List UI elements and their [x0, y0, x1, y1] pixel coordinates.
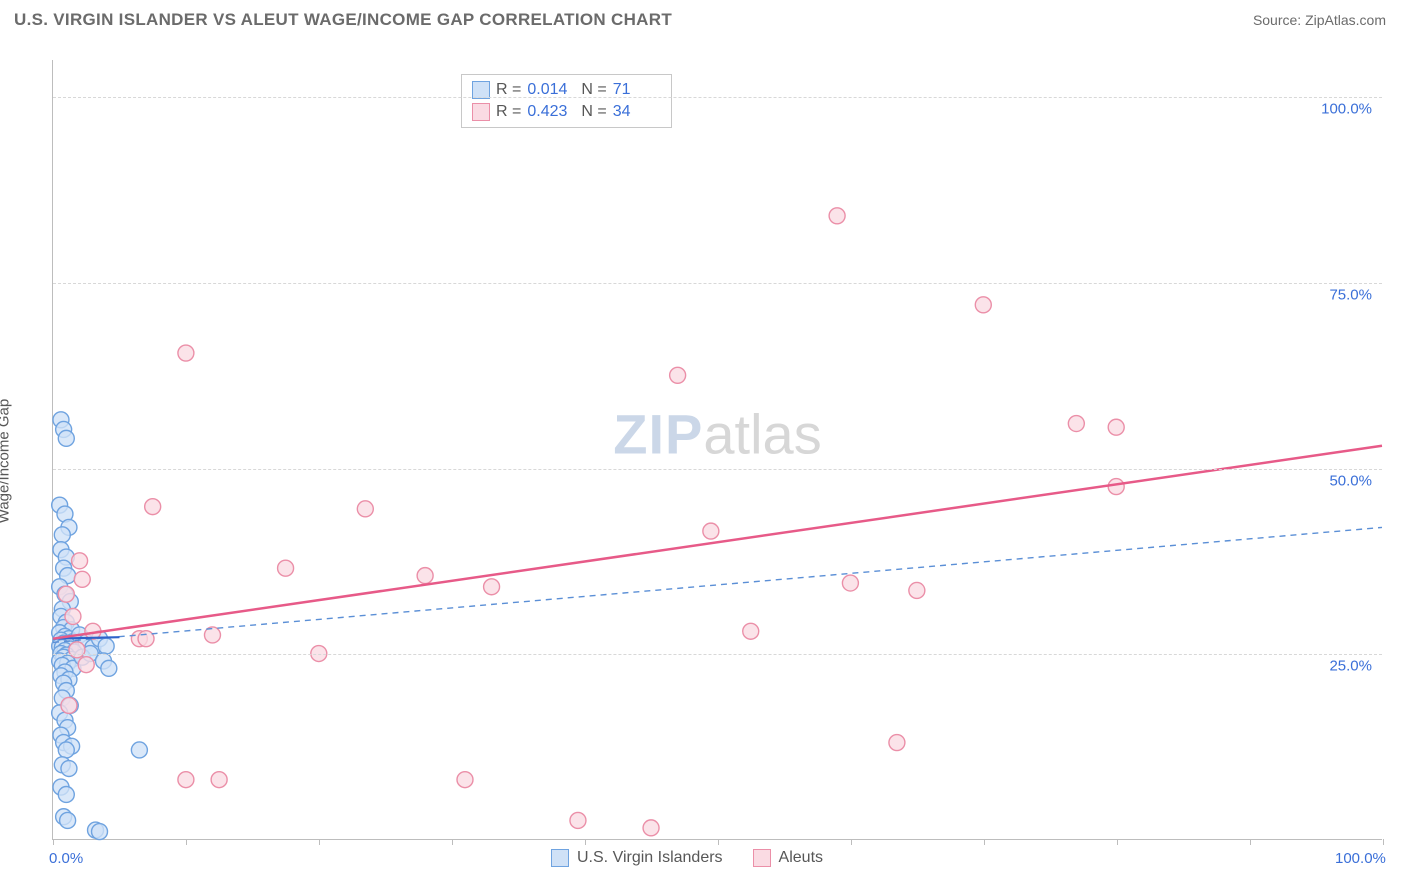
plot-area: ZIPatlas R = 0.014 N = 71 R = 0.423 N = …	[52, 60, 1382, 840]
data-point	[74, 571, 90, 587]
data-point	[703, 523, 719, 539]
xtick	[1250, 839, 1251, 845]
data-point	[1108, 479, 1124, 495]
xtick	[186, 839, 187, 845]
data-point	[61, 697, 77, 713]
data-point	[138, 631, 154, 647]
xtick-label: 0.0%	[49, 850, 83, 867]
data-point	[278, 560, 294, 576]
data-point	[145, 499, 161, 515]
xtick	[452, 839, 453, 845]
data-point	[69, 642, 85, 658]
data-point	[98, 638, 114, 654]
trend-line	[53, 527, 1382, 642]
data-point	[58, 742, 74, 758]
data-point	[842, 575, 858, 591]
data-point	[178, 772, 194, 788]
data-point	[643, 820, 659, 836]
data-point	[58, 430, 74, 446]
data-point	[54, 527, 70, 543]
stats-row-2: R = 0.423 N = 34	[472, 101, 661, 123]
data-point	[101, 660, 117, 676]
data-point	[78, 657, 94, 673]
ytick-label: 25.0%	[1329, 658, 1372, 675]
stat-n-label: N =	[581, 103, 606, 121]
swatch-series-2	[472, 103, 490, 121]
trend-line	[53, 446, 1382, 639]
data-point	[417, 568, 433, 584]
data-point	[1108, 419, 1124, 435]
legend-item-2: Aleuts	[753, 849, 823, 867]
gridline	[53, 97, 1382, 98]
chart-title: U.S. VIRGIN ISLANDER VS ALEUT WAGE/INCOM…	[14, 10, 672, 30]
data-point	[457, 772, 473, 788]
data-point	[829, 208, 845, 224]
xtick	[851, 839, 852, 845]
data-point	[60, 812, 76, 828]
data-point	[178, 345, 194, 361]
data-point	[743, 623, 759, 639]
data-point	[570, 812, 586, 828]
legend-item-1: U.S. Virgin Islanders	[551, 849, 723, 867]
data-point	[909, 582, 925, 598]
data-point	[889, 735, 905, 751]
y-axis-label: Wage/Income Gap	[0, 399, 13, 524]
legend-swatch-1	[551, 849, 569, 867]
legend-label-1: U.S. Virgin Islanders	[577, 849, 723, 867]
xtick	[585, 839, 586, 845]
xtick	[319, 839, 320, 845]
xtick	[718, 839, 719, 845]
xtick	[53, 839, 54, 845]
data-point	[975, 297, 991, 313]
stat-r-label: R =	[496, 103, 521, 121]
data-point	[484, 579, 500, 595]
data-point	[72, 553, 88, 569]
legend-swatch-2	[753, 849, 771, 867]
legend-bottom: U.S. Virgin Islanders Aleuts	[551, 849, 823, 867]
legend-label-2: Aleuts	[779, 849, 823, 867]
gridline	[53, 469, 1382, 470]
data-point	[61, 761, 77, 777]
stats-box: R = 0.014 N = 71 R = 0.423 N = 34	[461, 74, 672, 128]
stat-n-val-2: 34	[613, 103, 661, 121]
chart-container: Wage/Income Gap ZIPatlas R = 0.014 N = 7…	[14, 46, 1392, 876]
gridline	[53, 654, 1382, 655]
stat-r-val-2: 0.423	[527, 103, 575, 121]
data-point	[65, 608, 81, 624]
ytick-label: 50.0%	[1329, 472, 1372, 489]
xtick	[984, 839, 985, 845]
data-point	[92, 824, 108, 840]
ytick-label: 75.0%	[1329, 286, 1372, 303]
source-label: Source: ZipAtlas.com	[1253, 12, 1386, 28]
data-point	[58, 786, 74, 802]
plot-svg	[53, 60, 1382, 839]
xtick	[1117, 839, 1118, 845]
gridline	[53, 283, 1382, 284]
data-point	[670, 367, 686, 383]
data-point	[131, 742, 147, 758]
data-point	[58, 586, 74, 602]
xtick-label: 100.0%	[1335, 850, 1386, 867]
ytick-label: 100.0%	[1321, 101, 1372, 118]
data-point	[211, 772, 227, 788]
data-point	[357, 501, 373, 517]
data-point	[1068, 416, 1084, 432]
xtick	[1383, 839, 1384, 845]
